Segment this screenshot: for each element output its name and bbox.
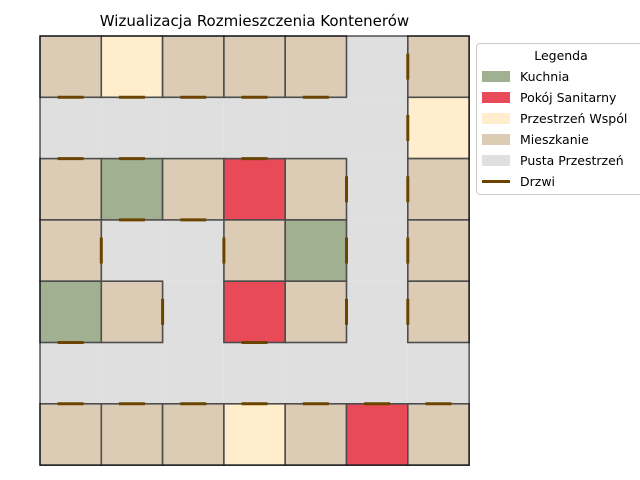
cell-common-r1c6 [406,96,470,160]
cell-apartment-r0c2 [161,35,225,99]
cell-kitchen-r3c4 [284,219,348,282]
legend-color-swatch [482,113,510,124]
cell-apartment-r3c3 [223,219,286,282]
cell-empty-r5c5 [346,342,408,404]
cell-empty-r1c4 [285,97,347,159]
cell-kitchen-r2c1 [100,157,164,221]
legend-label: Pokój Sanitarny [520,90,617,105]
cell-sanitary-r4c3 [223,280,286,344]
cell-empty-r5c6 [407,342,470,404]
cell-empty-r1c3 [223,97,286,159]
cell-apartment-r6c4 [284,402,348,466]
legend-item-2: Przestrzeń Wspól [477,108,640,129]
legend-label: Pusta Przestrzeń [520,153,624,168]
cell-apartment-r4c6 [406,280,470,344]
cell-empty-r3c5 [346,219,408,282]
cell-apartment-r0c3 [223,35,286,99]
plot-frame [39,35,470,466]
legend-line-swatch [482,180,510,183]
cell-common-r6c3 [223,402,286,466]
cell-empty-r1c1 [101,97,163,159]
cell-empty-r2c5 [346,158,408,220]
cell-common-r0c1 [100,35,164,99]
cell-apartment-r3c6 [406,219,470,282]
legend-item-3: Mieszkanie [477,129,640,150]
cell-empty-r4c5 [346,281,408,343]
cell-apartment-r2c0 [39,157,103,221]
cell-apartment-r6c0 [39,402,103,466]
legend-color-swatch [482,92,510,103]
cell-apartment-r6c6 [406,402,470,466]
cell-kitchen-r4c0 [39,280,103,344]
legend-item-1: Pokój Sanitarny [477,87,640,108]
legend: Legenda Kuchnia Pokój Sanitarny Przestrzeń… [476,43,640,195]
cell-empty-r0c5 [346,36,408,98]
cell-empty-r5c2 [162,342,224,404]
legend-label: Przestrzeń Wspól [520,111,628,126]
legend-color-swatch [482,71,510,82]
cell-sanitary-r6c5 [345,402,409,466]
diagram-title: Wizualizacja Rozmieszczenia Kontenerów [99,12,410,30]
cell-apartment-r0c6 [406,35,470,99]
cell-empty-r5c4 [285,342,347,404]
cell-empty-r5c3 [223,342,286,404]
cell-apartment-r2c2 [161,157,225,221]
legend-item-5: Drzwi [477,171,640,192]
cell-empty-r3c1 [101,219,163,282]
cell-apartment-r4c1 [100,280,164,344]
cell-empty-r5c0 [40,342,102,404]
cell-apartment-r2c4 [284,157,348,221]
cell-empty-r1c0 [40,97,102,159]
cell-empty-r4c2 [162,281,224,343]
cell-apartment-r2c6 [406,157,470,221]
legend-title: Legenda [534,48,588,63]
cell-apartment-r6c1 [100,402,164,466]
legend-label: Kuchnia [520,69,570,84]
legend-color-swatch [482,155,510,166]
legend-label: Drzwi [520,174,556,189]
legend-color-swatch [482,134,510,145]
legend-item-0: Kuchnia [477,66,640,87]
cell-empty-r5c1 [101,342,163,404]
cell-sanitary-r2c3 [223,157,286,221]
cell-empty-r3c2 [162,219,224,282]
cell-apartment-r6c2 [161,402,225,466]
cell-apartment-r0c0 [39,35,103,99]
legend-item-4: Pusta Przestrzeń [477,150,640,171]
cell-empty-r1c2 [162,97,224,159]
legend-label: Mieszkanie [520,132,589,147]
cell-apartment-r0c4 [284,35,348,99]
cell-apartment-r3c0 [39,219,103,282]
cell-apartment-r4c4 [284,280,348,344]
cell-empty-r1c5 [346,97,408,159]
